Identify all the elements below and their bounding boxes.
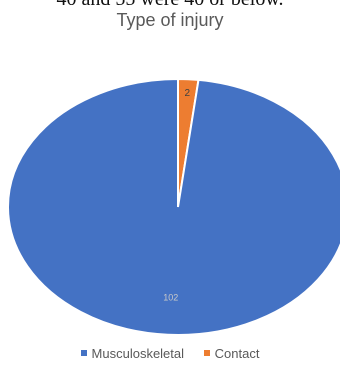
pie-slice-musculoskeletal: [7, 77, 340, 336]
legend-item-musculoskeletal: Musculoskeletal: [80, 345, 185, 361]
data-label-contact: 2: [184, 88, 190, 99]
legend-label-contact: Contact: [214, 345, 260, 361]
truncated-text-fragment: 40 and 55 were 40 or below.: [0, 0, 340, 11]
data-label-musculoskeletal: 102: [163, 292, 178, 302]
legend-label-musculoskeletal: Musculoskeletal: [91, 345, 185, 361]
legend-swatch-contact: [203, 350, 210, 356]
chart-title: Type of injury: [116, 10, 224, 30]
chart-legend: Musculoskeletal Contact: [0, 344, 340, 361]
legend-swatch-musculoskeletal: [80, 350, 87, 356]
legend-item-contact: Contact: [203, 345, 260, 361]
